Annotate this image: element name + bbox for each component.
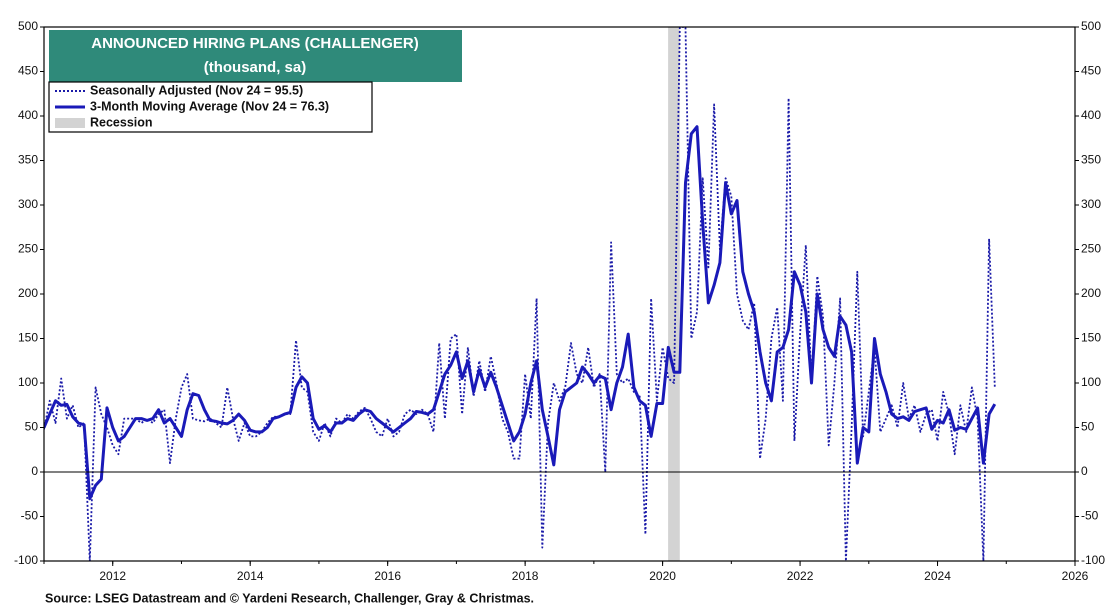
y-tick-label: 150 — [18, 331, 38, 345]
y2-tick-label: -100 — [1081, 553, 1105, 567]
y-tick-label: -100 — [14, 553, 38, 567]
y-tick-label: 400 — [18, 108, 38, 122]
x-tick-label: 2014 — [237, 569, 264, 583]
title-box — [49, 30, 462, 82]
y-tick-label: 50 — [25, 420, 39, 434]
series-line — [44, 27, 996, 561]
x-tick-label: 2012 — [99, 569, 126, 583]
y-tick-label: 300 — [18, 197, 38, 211]
y-tick-label: 250 — [18, 242, 38, 256]
legend-label: Recession — [90, 115, 153, 129]
y2-tick-label: 100 — [1081, 375, 1101, 389]
y2-tick-label: 450 — [1081, 64, 1101, 78]
y-tick-label: -50 — [21, 509, 39, 523]
y-tick-label: 100 — [18, 375, 38, 389]
legend-label: 3-Month Moving Average (Nov 24 = 76.3) — [90, 99, 329, 113]
y-tick-label: 500 — [18, 19, 38, 33]
x-tick-label: 2026 — [1062, 569, 1089, 583]
x-tick-label: 2022 — [787, 569, 814, 583]
y2-tick-label: 150 — [1081, 331, 1101, 345]
chart-title: ANNOUNCED HIRING PLANS (CHALLENGER) — [91, 35, 419, 52]
x-tick-label: 2016 — [374, 569, 401, 583]
y2-tick-label: 200 — [1081, 286, 1101, 300]
x-tick-label: 2024 — [924, 569, 951, 583]
series-layer — [44, 27, 997, 561]
legend-label: Seasonally Adjusted (Nov 24 = 95.5) — [90, 83, 303, 97]
plot-area — [44, 27, 1075, 561]
y2-tick-label: 500 — [1081, 19, 1101, 33]
recession-band — [668, 27, 680, 561]
source-note: Source: LSEG Datastream and © Yardeni Re… — [45, 591, 534, 605]
y-tick-label: 200 — [18, 286, 38, 300]
x-tick-label: 2020 — [649, 569, 676, 583]
series-line — [44, 125, 997, 501]
x-tick-label: 2018 — [512, 569, 539, 583]
chart-subtitle: (thousand, sa) — [204, 59, 307, 76]
legend-swatch — [55, 118, 85, 128]
y2-tick-label: 400 — [1081, 108, 1101, 122]
y2-tick-label: -50 — [1081, 509, 1099, 523]
y-tick-label: 350 — [18, 153, 38, 167]
y2-tick-label: 250 — [1081, 242, 1101, 256]
y-tick-label: 450 — [18, 64, 38, 78]
legend-box — [48, 81, 373, 133]
y2-tick-label: 0 — [1081, 464, 1088, 478]
y2-tick-label: 300 — [1081, 197, 1101, 211]
y-tick-label: 0 — [31, 464, 38, 478]
y2-tick-label: 350 — [1081, 153, 1101, 167]
y2-tick-label: 50 — [1081, 420, 1095, 434]
